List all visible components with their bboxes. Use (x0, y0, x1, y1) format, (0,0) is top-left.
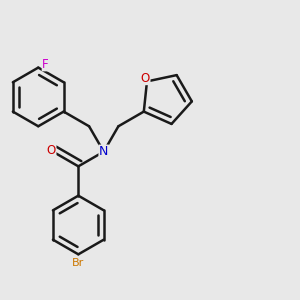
Text: Br: Br (72, 258, 85, 268)
Text: O: O (46, 143, 56, 157)
Text: O: O (141, 72, 150, 85)
Text: F: F (42, 58, 49, 71)
Text: N: N (99, 145, 108, 158)
